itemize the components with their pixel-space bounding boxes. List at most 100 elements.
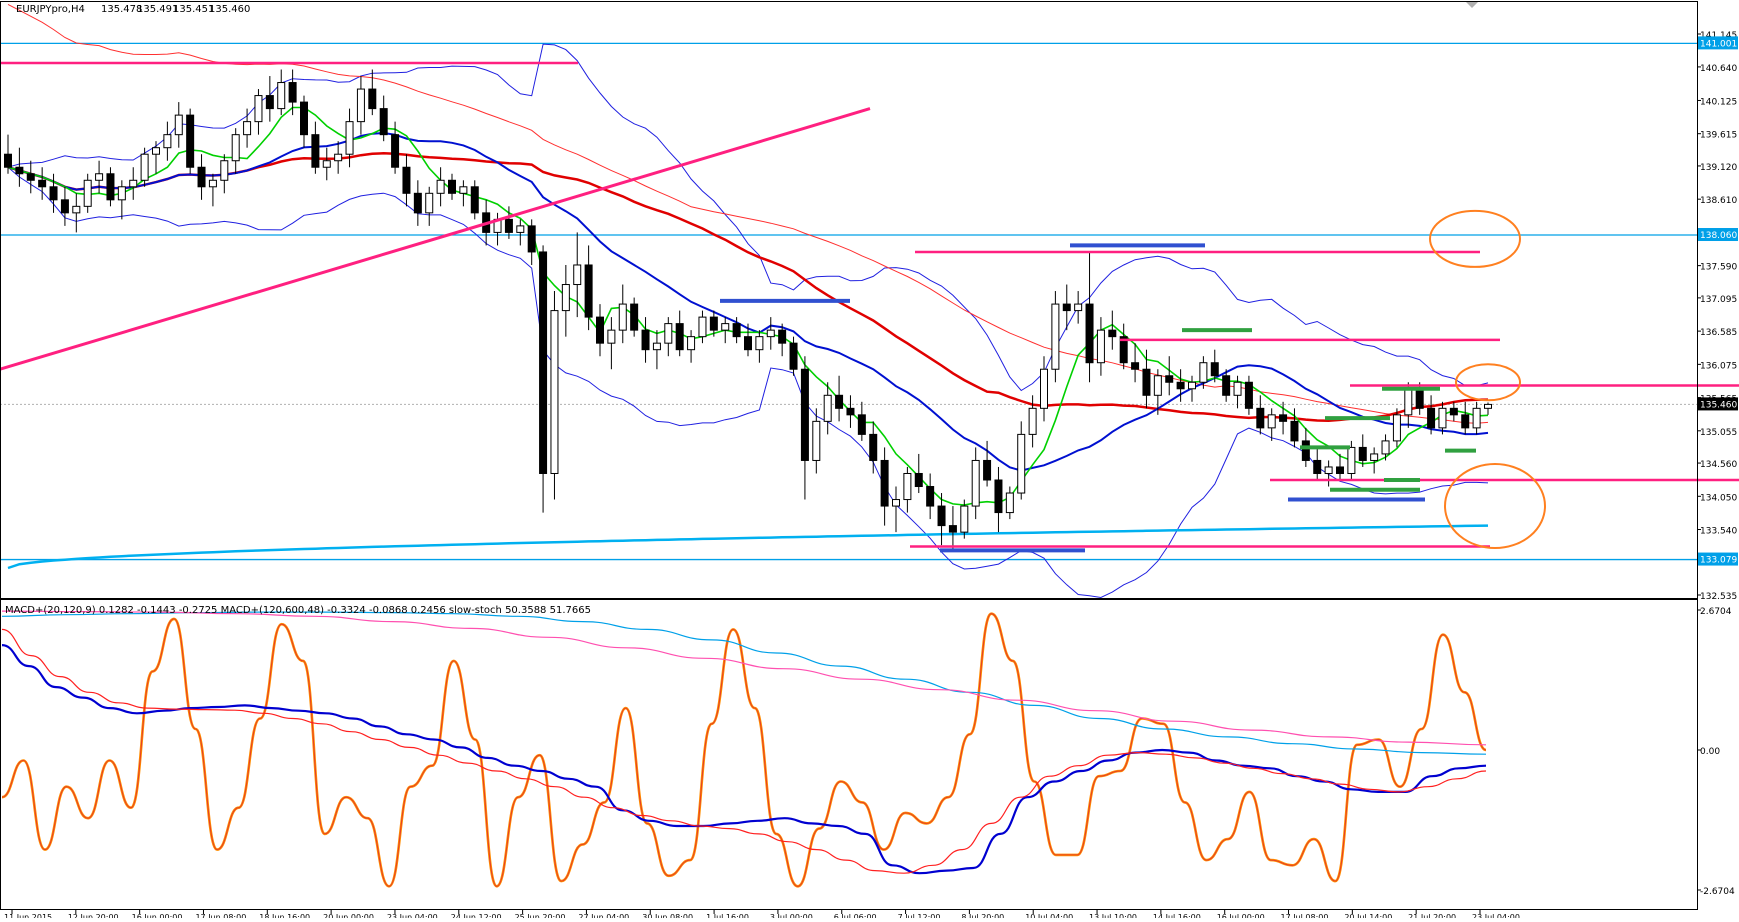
candle-bull — [971, 459, 980, 507]
candle-bear — [1119, 336, 1128, 364]
candle-bear — [265, 95, 274, 110]
time-axis-label: 14 Jul 16:00 — [1153, 913, 1201, 918]
time-axis-label: 23 Jun 04:00 — [387, 913, 438, 918]
candle-bull — [573, 264, 582, 286]
price-header-close: 135.460 — [209, 4, 250, 15]
candle-bear — [1279, 414, 1288, 422]
candle-bear — [300, 101, 308, 136]
candle-bear — [1415, 388, 1424, 409]
candle-bear — [1290, 420, 1299, 442]
magenta-trendline — [0, 107, 871, 371]
price-pane[interactable] — [0, 3, 1739, 599]
candle-bear — [789, 342, 798, 370]
candle-bull — [664, 323, 673, 344]
candle-bear — [1131, 362, 1140, 370]
candle-bear — [4, 153, 12, 168]
indicator-series-line — [1, 610, 1487, 746]
candle-bear — [379, 108, 388, 136]
candle-bull — [1096, 329, 1105, 364]
candle-bull — [1233, 381, 1242, 396]
indicator-series-line — [1, 611, 1487, 755]
indicator-pane[interactable] — [1, 610, 1487, 888]
candle-bear — [539, 251, 548, 474]
time-axis-label: 24 Jun 12:00 — [451, 913, 502, 918]
candle-bull — [1005, 492, 1014, 514]
time-axis-label: 23 Jul 04:00 — [1472, 913, 1520, 918]
candle-bull — [823, 394, 832, 422]
candle-bull — [436, 179, 445, 194]
candle-bull — [174, 114, 183, 136]
price-axis-label: 133.540 — [1700, 527, 1737, 537]
indicator-axis-label: 0.00 — [1700, 747, 1720, 757]
candle-bear — [402, 166, 411, 194]
candle-bear — [732, 323, 741, 338]
candle-bull — [95, 173, 104, 181]
candle-bear — [846, 407, 855, 416]
time-axis-label: 11 Jun 2015 — [4, 913, 52, 918]
candle-bear — [835, 394, 844, 409]
time-axis-label: 27 Jun 04:00 — [578, 913, 629, 918]
price-tag — [1698, 552, 1738, 566]
candle-bear — [1461, 414, 1470, 429]
candle-bear — [1165, 375, 1174, 383]
indicator-header: MACD+(20,120,9) 0.1282 -0.1443 -0.2725 M… — [5, 605, 591, 616]
time-axis-label: 30 Jun 08:00 — [642, 913, 693, 918]
bollinger-lower-line — [7, 166, 1489, 599]
candle-bear — [470, 186, 479, 214]
price-header-open: 135.478 — [101, 4, 142, 15]
indicator-axis-label: -2.6704 — [1700, 887, 1735, 897]
orange-circle-annotation — [1429, 209, 1521, 268]
candle-bear — [675, 323, 684, 351]
candle-bear — [1313, 459, 1322, 474]
candle-bear — [584, 264, 593, 318]
candle-bull — [356, 88, 365, 123]
candle-bear — [288, 82, 297, 103]
candle-bull — [1153, 375, 1162, 396]
time-axis-label: 20 Jun 00:00 — [323, 913, 374, 918]
time-axis-label: 8 Jul 20:00 — [961, 913, 1004, 918]
indicator-pane-frame — [0, 599, 1698, 910]
candle-bear — [641, 329, 650, 351]
price-tag-label: 138.060 — [1700, 231, 1737, 241]
price-tag-label: 135.460 — [1700, 400, 1737, 410]
candle-bull — [652, 342, 661, 351]
candle-bull — [1381, 440, 1390, 455]
price-axis-label: 132.535 — [1700, 592, 1737, 602]
candle-bull — [231, 134, 240, 162]
candle-bear — [994, 479, 1003, 514]
candle-bull — [698, 316, 707, 338]
candle-bear — [1108, 329, 1117, 338]
orange-circle-annotation — [1444, 463, 1546, 550]
candle-bear — [311, 134, 320, 168]
candle-bear — [49, 186, 58, 201]
time-axis-label: 21 Jul 20:00 — [1408, 913, 1456, 918]
candle-bull — [459, 186, 468, 194]
candle-bear — [60, 199, 69, 214]
candle-bull — [220, 160, 229, 181]
time-axis-label: 12 Jun 20:00 — [68, 913, 119, 918]
candle-bull — [1188, 381, 1196, 390]
candle-bear — [448, 179, 456, 194]
candle-bull — [1051, 303, 1060, 370]
price-tag — [1698, 397, 1738, 411]
candle-bull — [254, 95, 263, 123]
candle-bear — [1256, 407, 1265, 429]
candle-bear — [504, 218, 513, 233]
candle-bull — [1392, 414, 1401, 442]
candle-bull — [345, 121, 354, 155]
candle-bear — [1176, 381, 1185, 390]
candle-bear — [1358, 446, 1367, 461]
candle-bull — [117, 186, 126, 201]
time-axis-label: 16 Jun 00:00 — [132, 913, 183, 918]
time-axis-label: 17 Jul 08:00 — [1281, 913, 1329, 918]
long-term-ma-line — [7, 524, 1489, 570]
candle-bear — [880, 459, 889, 507]
candle-bear — [1301, 440, 1310, 461]
time-axis-label: 20 Jul 14:00 — [1344, 913, 1392, 918]
candle-bear — [937, 505, 946, 527]
candle-bear — [1449, 407, 1458, 416]
candle-bull — [163, 134, 172, 149]
candle-bull — [322, 160, 331, 168]
